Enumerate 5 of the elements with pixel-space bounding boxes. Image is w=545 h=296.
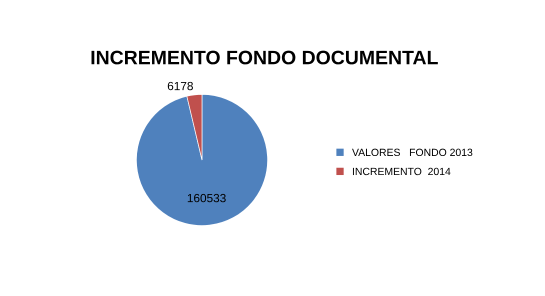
data-label: 6178 (168, 82, 193, 90)
data-label: 160533 (188, 194, 226, 202)
legend-label: VALORES FONDO 2013 (352, 148, 472, 156)
legend-label: INCREMENTO 2014 (352, 168, 450, 176)
chart-title: INCREMENTO FONDO DOCUMENTAL (92, 50, 438, 64)
